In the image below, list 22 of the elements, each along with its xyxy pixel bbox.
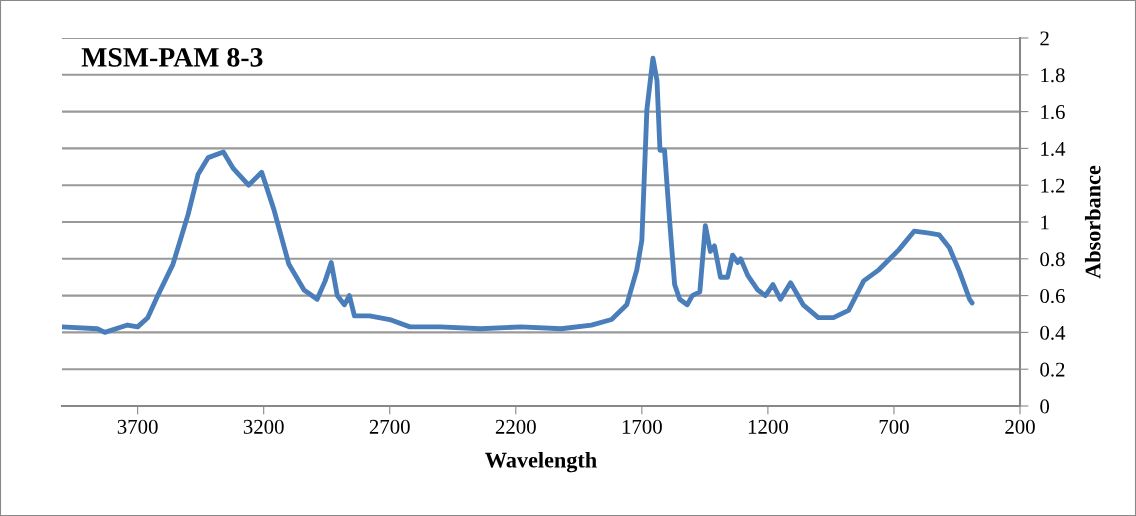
y2-tick-label: 1: [1041, 215, 1049, 230]
x-tick-label: 2200: [495, 419, 536, 434]
y2-axis-title: Absorbance: [1084, 165, 1101, 279]
y2-tick-label: 2: [1040, 31, 1049, 46]
x-tick-label: 2700: [369, 419, 410, 434]
chart-title: MSM-PAM 8-3: [81, 47, 263, 67]
x-tick-label: 200: [1005, 419, 1035, 434]
x-axis-title: Wavelength: [485, 451, 597, 473]
x-tick-label: 3700: [117, 419, 158, 434]
y2-tick-label: 1.2: [1041, 178, 1065, 193]
x-tick-label: 3200: [243, 419, 284, 434]
y2-tick-label: 1.6: [1041, 105, 1065, 120]
y2-tick-label: 0.6: [1040, 288, 1065, 304]
y2-tick-label: 0: [1040, 399, 1050, 414]
x-tick-label: 1200: [748, 419, 788, 434]
x-tick-label: 700: [879, 419, 909, 434]
y2-tick-label: 1.4: [1041, 141, 1066, 156]
y2-tick-label: 0.2: [1040, 362, 1065, 377]
y2-tick-label: 0.8: [1040, 252, 1065, 267]
x-tick-label: 1700: [622, 419, 662, 434]
y2-tick-label: 0.4: [1040, 325, 1066, 340]
y2-tick-label: 1.8: [1041, 68, 1065, 83]
